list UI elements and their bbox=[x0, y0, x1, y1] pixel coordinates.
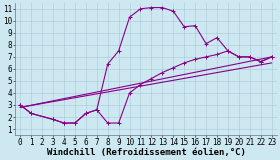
X-axis label: Windchill (Refroidissement éolien,°C): Windchill (Refroidissement éolien,°C) bbox=[46, 148, 245, 157]
